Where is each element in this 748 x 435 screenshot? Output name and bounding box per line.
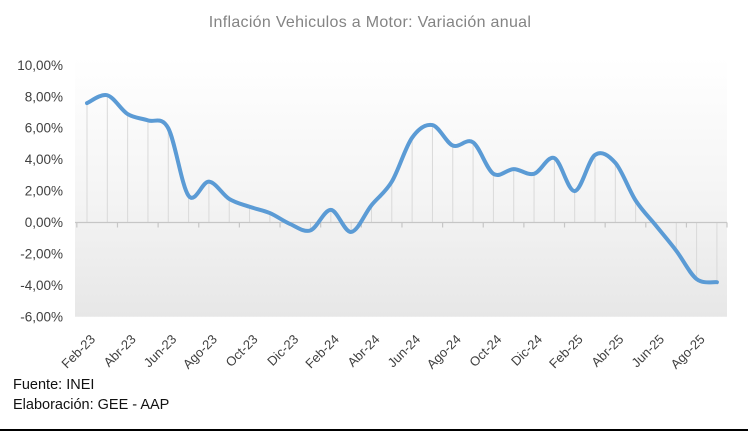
elaboration-note: Elaboración: GEE - AAP xyxy=(13,397,170,413)
svg-text:Ago-24: Ago-24 xyxy=(424,332,464,372)
svg-text:Feb-25: Feb-25 xyxy=(546,332,586,372)
svg-text:Jun-24: Jun-24 xyxy=(385,332,424,371)
source-note: Fuente: INEI xyxy=(13,377,95,393)
x-axis-labels: Feb-23 Abr-23 Jun-23 Ago-23 Oct-23 Dic-23 Feb-… xyxy=(58,332,707,372)
svg-text:Abr-24: Abr-24 xyxy=(344,332,382,370)
y-axis-labels: 10,00% 8,00% 6,00% 4,00% 2,00% 0,00% -2,00% -4,… xyxy=(17,58,63,324)
svg-text:-6,00%: -6,00% xyxy=(20,309,63,324)
svg-text:Ago-23: Ago-23 xyxy=(180,332,220,372)
svg-text:-4,00%: -4,00% xyxy=(20,278,63,293)
svg-text:Dic-23: Dic-23 xyxy=(264,332,301,369)
bottom-divider xyxy=(0,429,748,431)
drop-lines xyxy=(86,95,718,283)
svg-text:0,00%: 0,00% xyxy=(25,215,63,230)
chart-title: Inflación Vehiculos a Motor: Variación a… xyxy=(208,14,532,31)
series-line xyxy=(85,93,719,285)
svg-text:Jun-25: Jun-25 xyxy=(628,332,667,371)
svg-text:Dic-24: Dic-24 xyxy=(508,332,545,369)
svg-text:6,00%: 6,00% xyxy=(25,121,63,136)
svg-text:-2,00%: -2,00% xyxy=(20,246,63,261)
svg-text:Jun-23: Jun-23 xyxy=(141,332,180,371)
svg-text:4,00%: 4,00% xyxy=(25,152,63,167)
svg-text:Oct-23: Oct-23 xyxy=(222,332,260,370)
svg-text:Abr-23: Abr-23 xyxy=(101,332,139,370)
svg-text:Feb-24: Feb-24 xyxy=(302,332,342,372)
svg-text:Oct-24: Oct-24 xyxy=(466,332,504,370)
svg-text:10,00%: 10,00% xyxy=(17,58,63,73)
svg-text:Abr-25: Abr-25 xyxy=(588,332,626,370)
svg-text:8,00%: 8,00% xyxy=(25,89,63,104)
svg-text:2,00%: 2,00% xyxy=(25,184,63,199)
svg-text:Ago-25: Ago-25 xyxy=(667,332,707,372)
svg-text:Feb-23: Feb-23 xyxy=(58,332,98,372)
